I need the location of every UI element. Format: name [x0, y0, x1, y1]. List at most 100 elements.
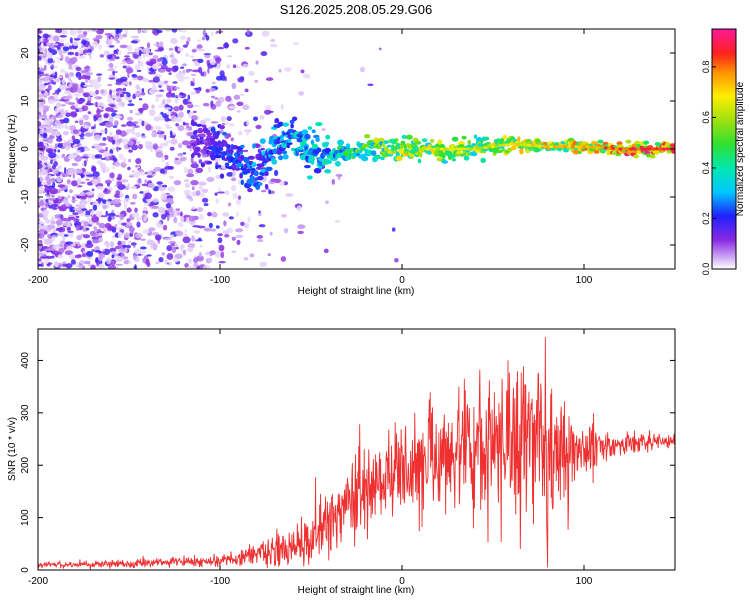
- heatmap-cell: [651, 147, 656, 151]
- heatmap-cell: [302, 73, 311, 79]
- heatmap-cell: [140, 238, 146, 241]
- heatmap-cell: [152, 198, 159, 203]
- heatmap-cell: [50, 131, 57, 135]
- heatmap-cell: [171, 57, 178, 65]
- heatmap-cell: [141, 183, 148, 187]
- heatmap-cell: [38, 84, 46, 90]
- heatmap-cell: [170, 37, 178, 44]
- heatmap-cell: [248, 70, 255, 76]
- heatmap-cell: [47, 219, 52, 222]
- heatmap-cell: [441, 154, 446, 159]
- heatmap-cell: [509, 142, 514, 146]
- snr-y-tick-label: 300: [20, 404, 31, 421]
- heatmap-cell: [116, 92, 120, 97]
- heatmap-cell: [197, 58, 204, 64]
- heatmap-cell: [58, 195, 61, 200]
- heatmap-cell: [139, 191, 144, 194]
- heatmap-cell: [597, 139, 604, 144]
- heatmap-cell: [199, 192, 205, 198]
- heatmap-cell: [214, 250, 222, 258]
- heatmap-cell: [128, 240, 132, 244]
- heatmap-cell: [92, 204, 98, 211]
- heatmap-cell: [112, 157, 118, 162]
- heatmap-cell: [142, 30, 148, 33]
- heatmap-cell: [190, 192, 197, 196]
- heatmap-cell: [124, 29, 129, 36]
- heatmap-cell: [428, 147, 434, 151]
- heatmap-cell: [103, 50, 111, 56]
- heatmap-cell: [126, 218, 131, 223]
- heatmap-cell: [158, 89, 165, 92]
- heatmap-cell: [51, 40, 54, 43]
- heatmap-cell: [47, 36, 55, 41]
- spectrogram-x-tick-label: -100: [210, 275, 230, 286]
- heatmap-cell: [86, 174, 95, 177]
- heatmap-cell: [378, 137, 385, 143]
- heatmap-cell: [104, 89, 108, 92]
- heatmap-cell: [198, 237, 202, 241]
- heatmap-cell: [62, 131, 69, 136]
- colorbar-gradient: [711, 28, 737, 270]
- heatmap-cell: [581, 145, 587, 149]
- heatmap-cell: [158, 68, 166, 73]
- heatmap-cell: [174, 46, 179, 52]
- heatmap-cell: [239, 172, 244, 179]
- heatmap-cell: [51, 238, 55, 242]
- heatmap-cell: [44, 176, 51, 182]
- heatmap-cell: [84, 147, 90, 152]
- heatmap-cell: [158, 221, 162, 225]
- heatmap-cell: [472, 147, 477, 151]
- colorbar-tick-label: 0.8: [701, 61, 711, 74]
- heatmap-cell: [67, 76, 71, 81]
- heatmap-cell: [182, 44, 188, 48]
- heatmap-cell: [166, 214, 170, 222]
- heatmap-cell: [59, 240, 66, 245]
- heatmap-cell: [67, 194, 71, 199]
- heatmap-cell: [490, 145, 496, 149]
- heatmap-cell: [113, 36, 119, 42]
- heatmap-cell: [607, 146, 612, 150]
- heatmap-cell: [77, 168, 83, 174]
- heatmap-cell: [136, 217, 141, 221]
- heatmap-cell: [77, 117, 86, 121]
- heatmap-cell: [75, 51, 79, 57]
- heatmap-cell: [226, 144, 231, 149]
- heatmap-cell: [282, 154, 289, 160]
- heatmap-cell: [74, 38, 81, 41]
- heatmap-cell: [231, 177, 237, 182]
- heatmap-cell: [185, 193, 190, 197]
- heatmap-cell: [68, 45, 74, 50]
- heatmap-cell: [391, 227, 396, 232]
- heatmap-cell: [183, 189, 192, 195]
- heatmap-cell: [96, 73, 103, 76]
- heatmap-cell: [95, 186, 104, 191]
- heatmap-cell: [47, 84, 52, 91]
- heatmap-cell: [186, 265, 195, 269]
- heatmap-cell: [126, 83, 131, 86]
- heatmap-cell: [62, 235, 66, 241]
- heatmap-cell: [552, 145, 558, 149]
- heatmap-cell: [477, 143, 484, 147]
- snr-frame: [37, 328, 676, 571]
- heatmap-cell: [44, 82, 50, 85]
- heatmap-cell: [640, 147, 645, 151]
- heatmap-cell: [208, 166, 212, 173]
- heatmap-cell: [331, 178, 335, 185]
- heatmap-cell: [38, 241, 43, 246]
- heatmap-cell: [432, 147, 437, 151]
- heatmap-cell: [82, 105, 89, 112]
- heatmap-cell: [279, 181, 285, 186]
- heatmap-cell: [131, 144, 139, 151]
- heatmap-cell: [157, 129, 162, 133]
- heatmap-cell: [130, 40, 138, 44]
- heatmap-cell: [90, 264, 96, 269]
- heatmap-cell: [76, 99, 84, 105]
- heatmap-cell: [43, 64, 47, 70]
- heatmap-cell: [419, 151, 423, 158]
- heatmap-cell: [93, 226, 97, 231]
- heatmap-cell: [235, 199, 242, 206]
- heatmap-cell: [65, 146, 71, 151]
- heatmap-cell: [38, 170, 45, 176]
- heatmap-cell: [158, 134, 165, 138]
